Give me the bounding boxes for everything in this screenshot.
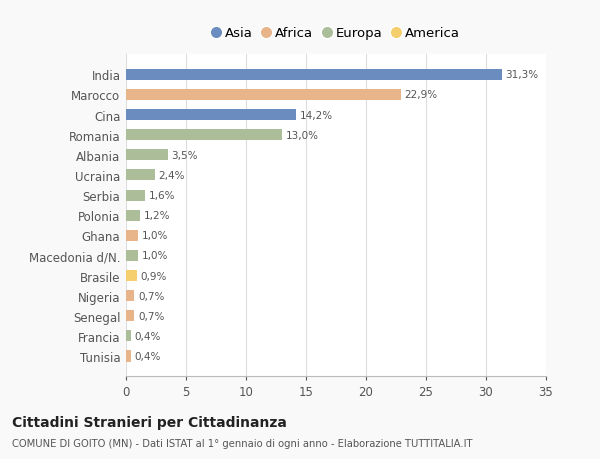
Bar — [126, 170, 155, 181]
Bar — [126, 270, 137, 281]
Bar — [126, 190, 145, 201]
Bar — [126, 210, 140, 221]
Text: 22,9%: 22,9% — [404, 90, 437, 100]
Bar — [126, 230, 138, 241]
Text: 1,2%: 1,2% — [144, 211, 170, 221]
Bar — [126, 311, 134, 322]
Text: 1,0%: 1,0% — [142, 231, 168, 241]
Text: 0,9%: 0,9% — [140, 271, 167, 281]
Text: 14,2%: 14,2% — [300, 110, 333, 120]
Text: 13,0%: 13,0% — [286, 130, 319, 140]
Bar — [126, 291, 134, 302]
Bar — [126, 110, 296, 121]
Text: COMUNE DI GOITO (MN) - Dati ISTAT al 1° gennaio di ogni anno - Elaborazione TUTT: COMUNE DI GOITO (MN) - Dati ISTAT al 1° … — [12, 438, 473, 448]
Text: 31,3%: 31,3% — [505, 70, 538, 80]
Text: 3,5%: 3,5% — [172, 151, 198, 161]
Text: Cittadini Stranieri per Cittadinanza: Cittadini Stranieri per Cittadinanza — [12, 415, 287, 429]
Bar — [126, 130, 282, 141]
Bar — [126, 250, 138, 262]
Bar — [126, 150, 168, 161]
Text: 0,4%: 0,4% — [134, 331, 161, 341]
Text: 0,4%: 0,4% — [134, 351, 161, 361]
Bar — [126, 351, 131, 362]
Bar — [126, 90, 401, 101]
Text: 0,7%: 0,7% — [138, 291, 164, 301]
Text: 1,6%: 1,6% — [149, 190, 175, 201]
Legend: Asia, Africa, Europa, America: Asia, Africa, Europa, America — [209, 23, 463, 44]
Text: 0,7%: 0,7% — [138, 311, 164, 321]
Bar — [126, 330, 131, 341]
Text: 2,4%: 2,4% — [158, 171, 185, 180]
Text: 1,0%: 1,0% — [142, 251, 168, 261]
Bar — [126, 70, 502, 81]
